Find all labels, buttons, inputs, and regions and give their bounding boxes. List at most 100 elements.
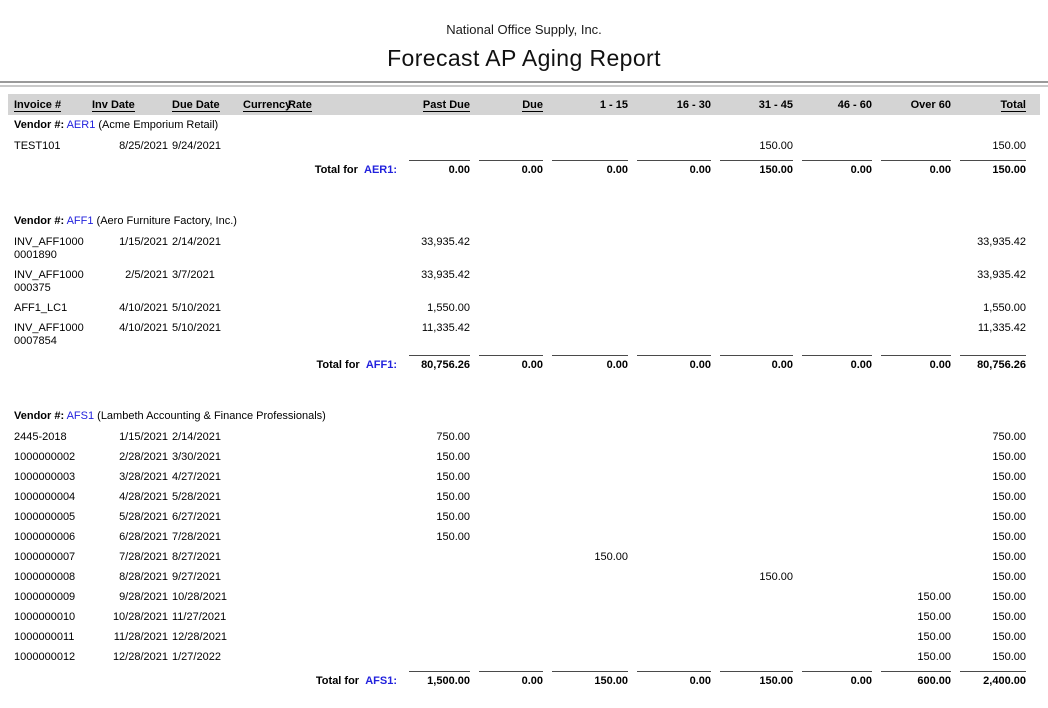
invoice-number: INV_AFF1000 0007854	[14, 322, 84, 347]
amount-past-due	[402, 571, 472, 591]
amount-1-15	[545, 431, 630, 451]
invoice-rate	[288, 611, 340, 631]
invoice-inv-date: 4/10/2021	[119, 302, 168, 314]
vendor-header-row: Vendor #: AFS1 (Lambeth Accounting & Fin…	[0, 406, 1048, 431]
invoice-row: INV_AFF1000 0001890 1/15/2021 2/14/2021 …	[0, 236, 1048, 269]
amount-past-due	[402, 551, 472, 571]
invoice-number: AFF1_LC1	[14, 302, 68, 314]
amount-due	[472, 651, 545, 671]
vendor-code-link[interactable]: AER1	[66, 119, 96, 131]
amount-past-due: 11,335.42	[421, 322, 470, 334]
amount-past-due: 150.00	[436, 531, 470, 543]
amount-46-60	[795, 431, 874, 451]
invoice-due-date: 7/28/2021	[172, 531, 221, 543]
invoice-inv-date: 5/28/2021	[119, 511, 168, 523]
total-vendor-code: AFS1:	[362, 675, 397, 687]
amount-16-30	[630, 322, 713, 355]
amount-46-60	[795, 491, 874, 511]
invoice-currency	[243, 322, 288, 355]
invoice-due-date: 9/27/2021	[172, 571, 221, 583]
invoice-row: 1000000010 10/28/2021 11/27/2021 150.00 …	[0, 611, 1048, 631]
invoice-due-date: 6/27/2021	[172, 511, 221, 523]
ap-aging-table: Invoice # Inv Date Due Date Currency Rat…	[0, 94, 1048, 708]
invoice-row: 1000000005 5/28/2021 6/27/2021 150.00 15…	[0, 511, 1048, 531]
total-over-60: 0.00	[874, 355, 953, 374]
amount-past-due: 750.00	[436, 431, 470, 443]
invoice-due-date: 11/27/2021	[172, 611, 227, 623]
amount-over-60	[874, 431, 953, 451]
divider-line-top	[0, 81, 1048, 83]
col-header-46-60: 46 - 60	[795, 94, 874, 115]
total-for-label: Total for	[315, 675, 360, 687]
col-header-16-30: 16 - 30	[630, 94, 713, 115]
invoice-currency	[243, 511, 288, 531]
amount-due	[472, 631, 545, 651]
amount-1-15	[545, 591, 630, 611]
invoice-rate	[288, 531, 340, 551]
invoice-row: 1000000004 4/28/2021 5/28/2021 150.00 15…	[0, 491, 1048, 511]
invoice-due-date: 12/28/2021	[172, 631, 228, 643]
amount-31-45	[713, 322, 795, 355]
vendor-code-link[interactable]: AFS1	[66, 410, 95, 422]
amount-31-45	[713, 451, 795, 471]
amount-1-15	[545, 302, 630, 322]
amount-46-60	[795, 322, 874, 355]
invoice-row: INV_AFF1000 0007854 4/10/2021 5/10/2021 …	[0, 322, 1048, 355]
invoice-inv-date: 12/28/2021	[112, 651, 168, 663]
amount-past-due: 33,935.42	[421, 236, 470, 248]
total-due: 0.00	[472, 160, 545, 179]
vendor-name: (Acme Emporium Retail)	[98, 119, 219, 131]
amount-over-60	[874, 140, 953, 160]
invoice-inv-date: 11/28/2021	[113, 631, 168, 643]
invoice-inv-date: 9/28/2021	[119, 591, 168, 603]
vendor-header-row: Vendor #: AER1 (Acme Emporium Retail)	[0, 115, 1048, 140]
amount-46-60	[795, 651, 874, 671]
amount-1-15	[545, 451, 630, 471]
invoice-currency	[243, 531, 288, 551]
invoice-due-date: 5/10/2021	[172, 322, 221, 334]
amount-over-60	[874, 322, 953, 355]
section-gap	[0, 374, 1048, 406]
invoice-currency	[243, 140, 288, 160]
total-past-due: 80,756.26	[402, 355, 472, 374]
total-46-60: 0.00	[795, 671, 874, 690]
amount-over-60	[874, 531, 953, 551]
vendor-name: (Aero Furniture Factory, Inc.)	[96, 215, 237, 227]
amount-total: 33,935.42	[977, 236, 1026, 248]
amount-past-due	[402, 591, 472, 611]
col-header-margin	[1028, 94, 1048, 115]
amount-46-60	[795, 451, 874, 471]
invoice-rate	[288, 302, 340, 322]
amount-16-30	[630, 651, 713, 671]
invoice-inv-date: 1/15/2021	[119, 236, 168, 248]
vendor-number-label: Vendor #:	[14, 215, 65, 227]
amount-31-45	[713, 611, 795, 631]
invoice-inv-date: 2/28/2021	[119, 451, 168, 463]
total-past-due: 0.00	[402, 160, 472, 179]
amount-16-30	[630, 451, 713, 471]
invoice-inv-date: 3/28/2021	[119, 471, 168, 483]
vendor-code-link[interactable]: AFF1	[66, 215, 94, 227]
invoice-due-date: 8/27/2021	[172, 551, 221, 563]
amount-1-15: 150.00	[594, 551, 628, 563]
amount-total: 150.00	[992, 571, 1026, 583]
invoice-number: 1000000009	[14, 591, 76, 603]
invoice-rate	[288, 571, 340, 591]
invoice-due-date: 9/24/2021	[172, 140, 221, 152]
invoice-number: 1000000005	[14, 511, 76, 523]
amount-past-due	[402, 611, 472, 631]
invoice-number: 1000000008	[14, 571, 76, 583]
invoice-due-date: 5/28/2021	[172, 491, 221, 503]
amount-due	[472, 269, 545, 302]
amount-1-15	[545, 491, 630, 511]
invoice-rate	[288, 451, 340, 471]
total-over-60: 0.00	[874, 160, 953, 179]
amount-total: 150.00	[992, 591, 1026, 603]
total-total: 2,400.00	[953, 671, 1028, 690]
amount-16-30	[630, 571, 713, 591]
amount-31-45: 150.00	[759, 140, 793, 152]
total-due: 0.00	[472, 355, 545, 374]
invoice-rate	[288, 591, 340, 611]
col-header-31-45: 31 - 45	[713, 94, 795, 115]
amount-1-15	[545, 471, 630, 491]
